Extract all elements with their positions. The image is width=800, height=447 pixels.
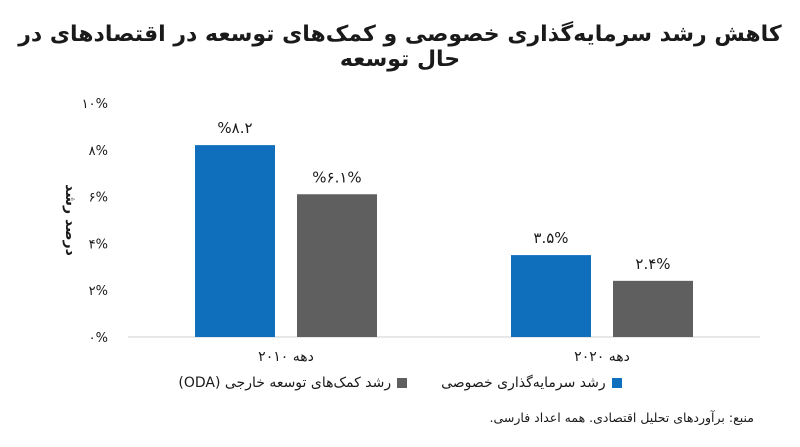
legend-label: رشد سرمایه‌گذاری خصوصی — [441, 375, 606, 391]
y-tick-label: ۲% — [89, 284, 108, 299]
bar — [297, 194, 377, 337]
data-label: ۲.۴% — [635, 255, 670, 273]
y-tick-label: ۱۰% — [82, 97, 108, 112]
source-note: منبع: برآوردهای تحلیل اقتصادی. همه اعداد… — [489, 410, 754, 425]
legend-item: رشد سرمایه‌گذاری خصوصی — [441, 375, 622, 391]
y-tick-label: ۰% — [89, 331, 108, 346]
bar — [511, 255, 591, 337]
y-tick-label: ۸% — [89, 144, 108, 159]
y-tick-label: ۶% — [89, 191, 108, 206]
chart-title: کاهش رشد سرمایه‌گذاری خصوصی و کمک‌های تو… — [18, 22, 782, 72]
bar — [613, 280, 693, 337]
category-label: دهه ۲۰۱۰ — [258, 349, 314, 365]
legend-swatch — [611, 378, 622, 388]
y-axis-title: درصد رشد — [62, 184, 78, 256]
legend-swatch — [397, 378, 408, 388]
data-label: ۳.۵% — [533, 229, 568, 247]
legend-item: رشد کمک‌های توسعه خارجی (ODA) — [178, 375, 408, 391]
bar — [195, 145, 275, 337]
data-label: %۶.۱% — [312, 168, 361, 186]
data-label: %۸.۲ — [217, 119, 252, 137]
legend-label: رشد کمک‌های توسعه خارجی (ODA) — [178, 375, 392, 391]
y-tick-label: ۴% — [89, 237, 108, 252]
category-label: دهه ۲۰۲۰ — [574, 349, 630, 365]
chart-legend: رشد سرمایه‌گذاری خصوصی رشد کمک‌های توسعه … — [0, 372, 800, 394]
